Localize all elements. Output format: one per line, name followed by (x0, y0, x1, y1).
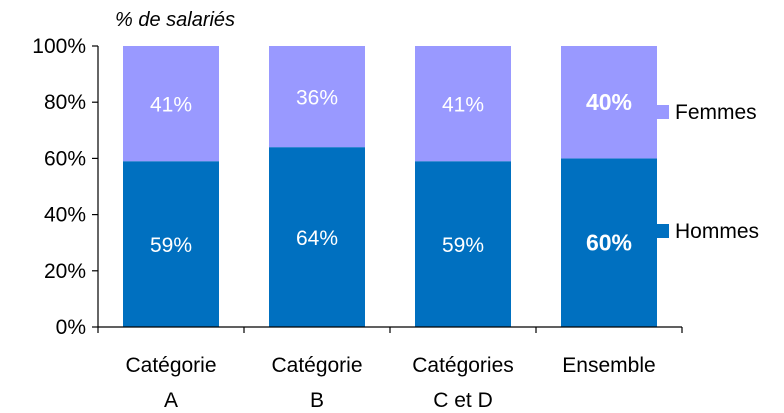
bar-femmes-categorie-a (123, 46, 219, 162)
unit-label: % de salariés (115, 9, 235, 31)
legend-label-femmes: Femmes (675, 101, 757, 124)
category-label-line: C et D (433, 389, 493, 412)
data-label-femmes-categorie-a: 41% (150, 94, 192, 117)
bar-hommes-categorie-a (123, 161, 219, 327)
data-label-hommes-ensemble: 60% (586, 230, 632, 256)
data-label-hommes-categorie-b: 64% (296, 227, 338, 250)
data-label-femmes-categorie-b: 36% (296, 87, 338, 110)
data-label-femmes-ensemble: 40% (586, 89, 632, 115)
data-labels: 59% 41% 64% 36% 59% 41% 60% 40% (150, 87, 632, 258)
data-label-femmes-categories-c-et-d: 41% (442, 94, 484, 117)
category-label-categories-c-et-d: Catégories C et D (412, 354, 514, 412)
category-label-line: A (164, 389, 178, 412)
category-labels: Catégorie A Catégorie B Catégories C et D Ense… (125, 354, 655, 412)
category-label-categorie-b: Catégorie B (271, 354, 362, 412)
legend-swatch-femmes (655, 105, 669, 119)
y-tick-label: 0% (56, 316, 86, 339)
legend: Femmes Hommes (655, 101, 759, 243)
bar-hommes-ensemble (561, 158, 657, 327)
y-tick-label: 60% (44, 147, 86, 170)
bar-femmes-categories-c-et-d (415, 46, 511, 162)
category-label-line: Catégories (412, 354, 514, 377)
y-tick-labels: 0% 20% 40% 60% 80% 100% (32, 35, 86, 339)
bar-femmes-categorie-b (269, 46, 365, 148)
y-tick-label: 80% (44, 91, 86, 114)
category-label-line: Catégorie (271, 354, 362, 377)
bar-hommes-categories-c-et-d (415, 161, 511, 327)
category-label-ensemble: Ensemble (562, 354, 655, 377)
data-label-hommes-categories-c-et-d: 59% (442, 234, 484, 257)
bars-layer (123, 46, 657, 327)
bar-femmes-ensemble (561, 46, 657, 159)
category-label-line: Catégorie (125, 354, 216, 377)
category-label-categorie-a: Catégorie A (125, 354, 216, 412)
y-tick-label: 40% (44, 204, 86, 227)
category-label-line: Ensemble (562, 354, 655, 377)
legend-label-hommes: Hommes (675, 220, 759, 243)
axes-layer (92, 45, 683, 333)
legend-swatch-hommes (655, 224, 669, 238)
y-tick-label: 20% (44, 260, 86, 283)
category-label-line: B (310, 389, 324, 412)
data-label-hommes-categorie-a: 59% (150, 234, 192, 257)
bar-hommes-categorie-b (269, 147, 365, 327)
y-tick-label: 100% (32, 35, 86, 58)
